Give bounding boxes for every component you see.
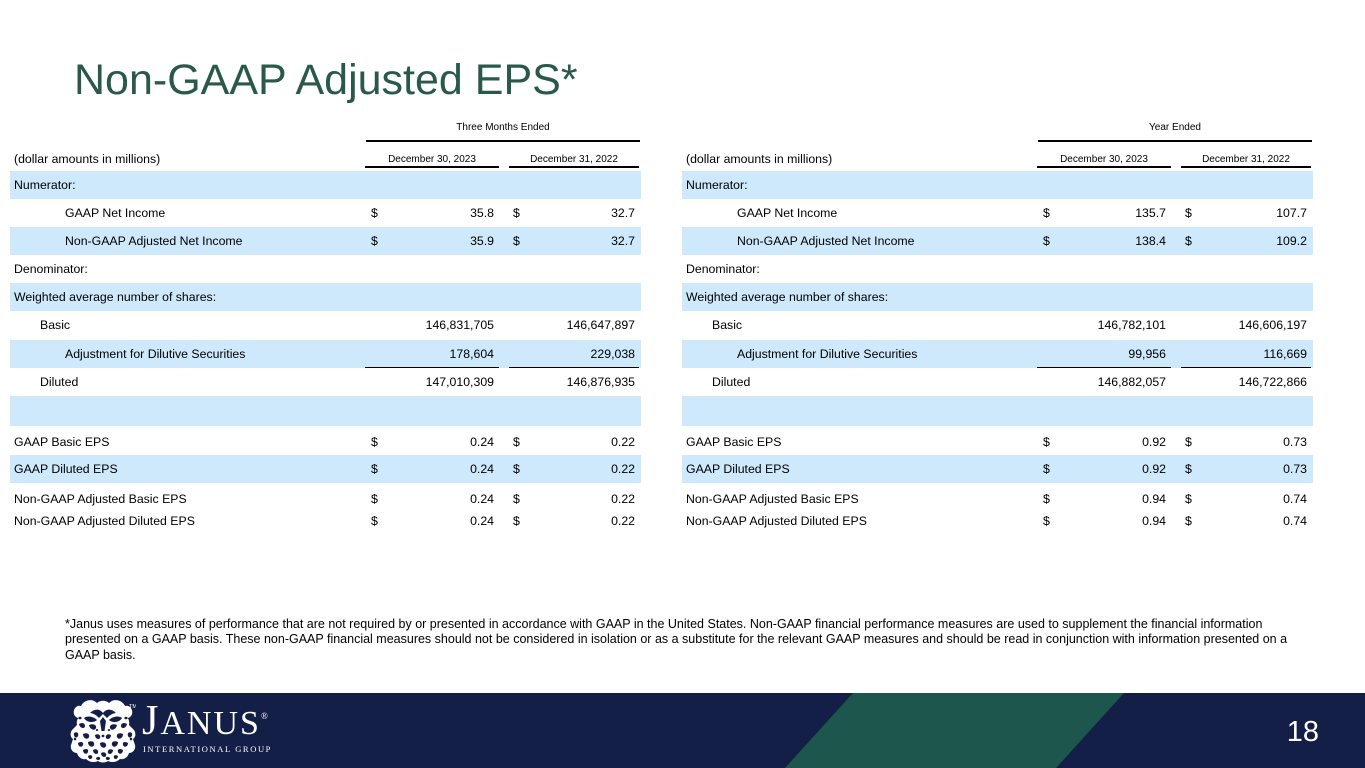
svg-text:TM: TM (129, 704, 136, 710)
